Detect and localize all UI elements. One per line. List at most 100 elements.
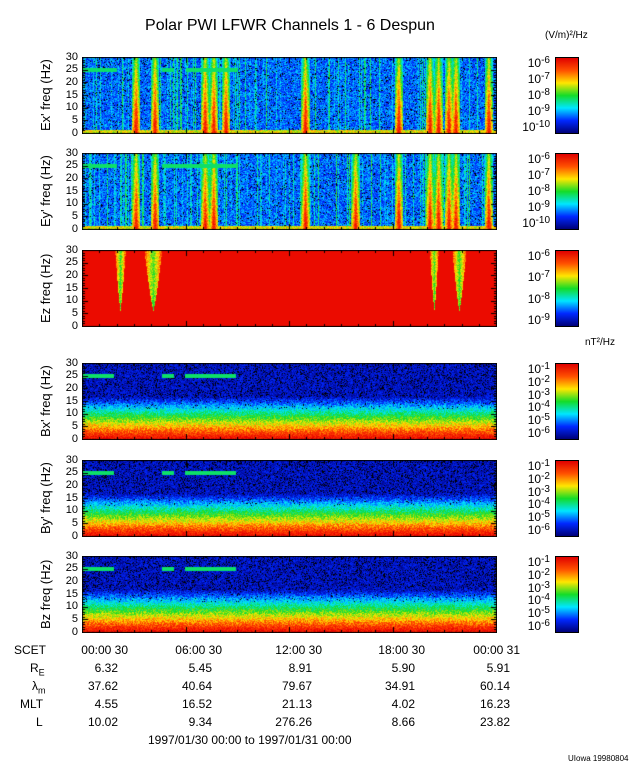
ephemeris-value: 12:00 30 (275, 643, 322, 657)
y-tick-label: 25 (65, 466, 78, 479)
ephemeris-value: 10.02 (87, 715, 118, 729)
ephemeris-value: 60.14 (479, 679, 510, 693)
colorbar-tick-label: 10-10 (522, 215, 550, 230)
date-range: 1997/01/30 00:00 to 1997/01/31 00:00 (148, 733, 352, 747)
colorbar-tick-label: 10-4 (527, 399, 550, 415)
spectrogram-image (82, 363, 497, 440)
spectrogram-panel-2 (82, 153, 497, 230)
y-tick-label: 30 (65, 50, 78, 63)
scet-label: SCET (14, 643, 47, 657)
y-tick-label: 30 (65, 549, 78, 562)
y-tick-label: 30 (65, 243, 78, 256)
y-tick-label: 25 (65, 562, 78, 575)
colorbar-tick-label: 10-6 (527, 425, 550, 440)
y-tick-label: 10 (65, 101, 78, 114)
colorbar (555, 363, 579, 440)
y-tick-label: 10 (65, 197, 78, 210)
colorbar-tick-label: 10-7 (527, 167, 550, 182)
colorbar-tick-label: 10-4 (527, 496, 550, 512)
ephemeris-value: 40.64 (181, 679, 212, 693)
y-tick-label: 5 (71, 612, 78, 625)
colorbar-tick-label: 10-8 (527, 290, 550, 306)
colorbar-tick-label: 10-2 (527, 566, 550, 582)
ephemeris-value: 23.82 (479, 715, 510, 729)
ephemeris-value: 9.34 (188, 715, 212, 729)
y-tick-label: 15 (65, 587, 78, 600)
y-tick-label: 15 (65, 184, 78, 197)
ephemeris-value: 4.02 (391, 697, 415, 711)
ephemeris-value: 16.52 (181, 697, 212, 711)
colorbar (555, 460, 579, 537)
ephemeris-value: 8.66 (391, 715, 415, 729)
y-axis-label: Ex' freq (Hz) (38, 59, 53, 132)
y-tick-label: 5 (71, 419, 78, 432)
y-tick-label: 0 (71, 126, 78, 139)
ephemeris-value: 79.67 (281, 679, 312, 693)
plot-title: Polar PWI LFWR Channels 1 - 6 Despun (145, 17, 435, 34)
colorbar (555, 250, 579, 327)
spectrogram-image (82, 556, 497, 633)
y-tick-label: 20 (65, 268, 78, 281)
ephemeris-value: 00:00 31 (473, 643, 520, 657)
colorbar-tick-label: 10-3 (527, 579, 550, 595)
y-axis-label: Bx' freq (Hz) (38, 365, 53, 438)
y-tick-label: 10 (65, 504, 78, 517)
ephemeris-value: 34.91 (384, 679, 415, 693)
mlt-label: MLT (20, 697, 44, 711)
lambda-label: λm (32, 679, 46, 696)
y-tick-label: 20 (65, 478, 78, 491)
y-tick-label: 10 (65, 407, 78, 420)
ephemeris-value: 00:00 30 (81, 643, 128, 657)
y-tick-label: 0 (71, 222, 78, 235)
colorbar-tick-label: 10-2 (527, 373, 550, 389)
y-tick-label: 5 (71, 113, 78, 126)
colorbar-tick-label: 10-7 (527, 269, 550, 285)
ephemeris-value: 276.26 (275, 715, 312, 729)
y-tick-label: 20 (65, 381, 78, 394)
y-tick-label: 0 (71, 319, 78, 332)
colorbar-tick-label: 10-6 (527, 522, 550, 537)
y-tick-label: 30 (65, 453, 78, 466)
colorbar-tick-label: 10-9 (527, 103, 550, 118)
spectrogram-image (82, 153, 497, 230)
y-tick-label: 0 (71, 625, 78, 638)
y-tick-label: 30 (65, 356, 78, 369)
ephemeris-value: 16.23 (479, 697, 510, 711)
ephemeris-value: 5.91 (486, 661, 510, 675)
colorbar-tick-label: 10-8 (527, 87, 550, 102)
colorbar-tick-label: 10-1 (527, 361, 550, 376)
ephemeris-value: 5.45 (188, 661, 212, 675)
b-unit-label: nT²/Hz (585, 337, 615, 348)
colorbar-tick-label: 10-5 (527, 509, 550, 525)
colorbar-tick-label: 10-6 (527, 151, 550, 166)
ephemeris-value: 21.13 (281, 697, 312, 711)
colorbar (555, 556, 579, 633)
spectrogram-image (82, 460, 497, 537)
y-tick-label: 15 (65, 491, 78, 504)
colorbar-tick-label: 10-10 (522, 119, 550, 134)
y-tick-label: 0 (71, 529, 78, 542)
credit: UIowa 19980804 (568, 754, 629, 763)
re-label: RE (30, 661, 45, 678)
colorbar-tick-label: 10-8 (527, 183, 550, 198)
y-tick-label: 20 (65, 75, 78, 88)
y-axis-label: Ey' freq (Hz) (38, 155, 53, 228)
ephemeris-value: 06:00 30 (175, 643, 222, 657)
colorbar-tick-label: 10-1 (527, 458, 550, 473)
y-tick-label: 5 (71, 306, 78, 319)
ephemeris-value: 18:00 30 (378, 643, 425, 657)
ephemeris-value: 8.91 (288, 661, 312, 675)
y-tick-label: 25 (65, 63, 78, 76)
colorbar-tick-label: 10-5 (527, 412, 550, 428)
y-axis-label: Ez freq (Hz) (38, 253, 53, 324)
colorbar (555, 57, 579, 134)
y-tick-label: 15 (65, 394, 78, 407)
y-tick-label: 15 (65, 88, 78, 101)
y-tick-label: 25 (65, 159, 78, 172)
y-tick-label: 20 (65, 574, 78, 587)
colorbar (555, 153, 579, 230)
ephemeris-value: 6.32 (94, 661, 118, 675)
colorbar-tick-label: 10-7 (527, 71, 550, 86)
e-unit-label: (V/m)²/Hz (545, 30, 588, 41)
